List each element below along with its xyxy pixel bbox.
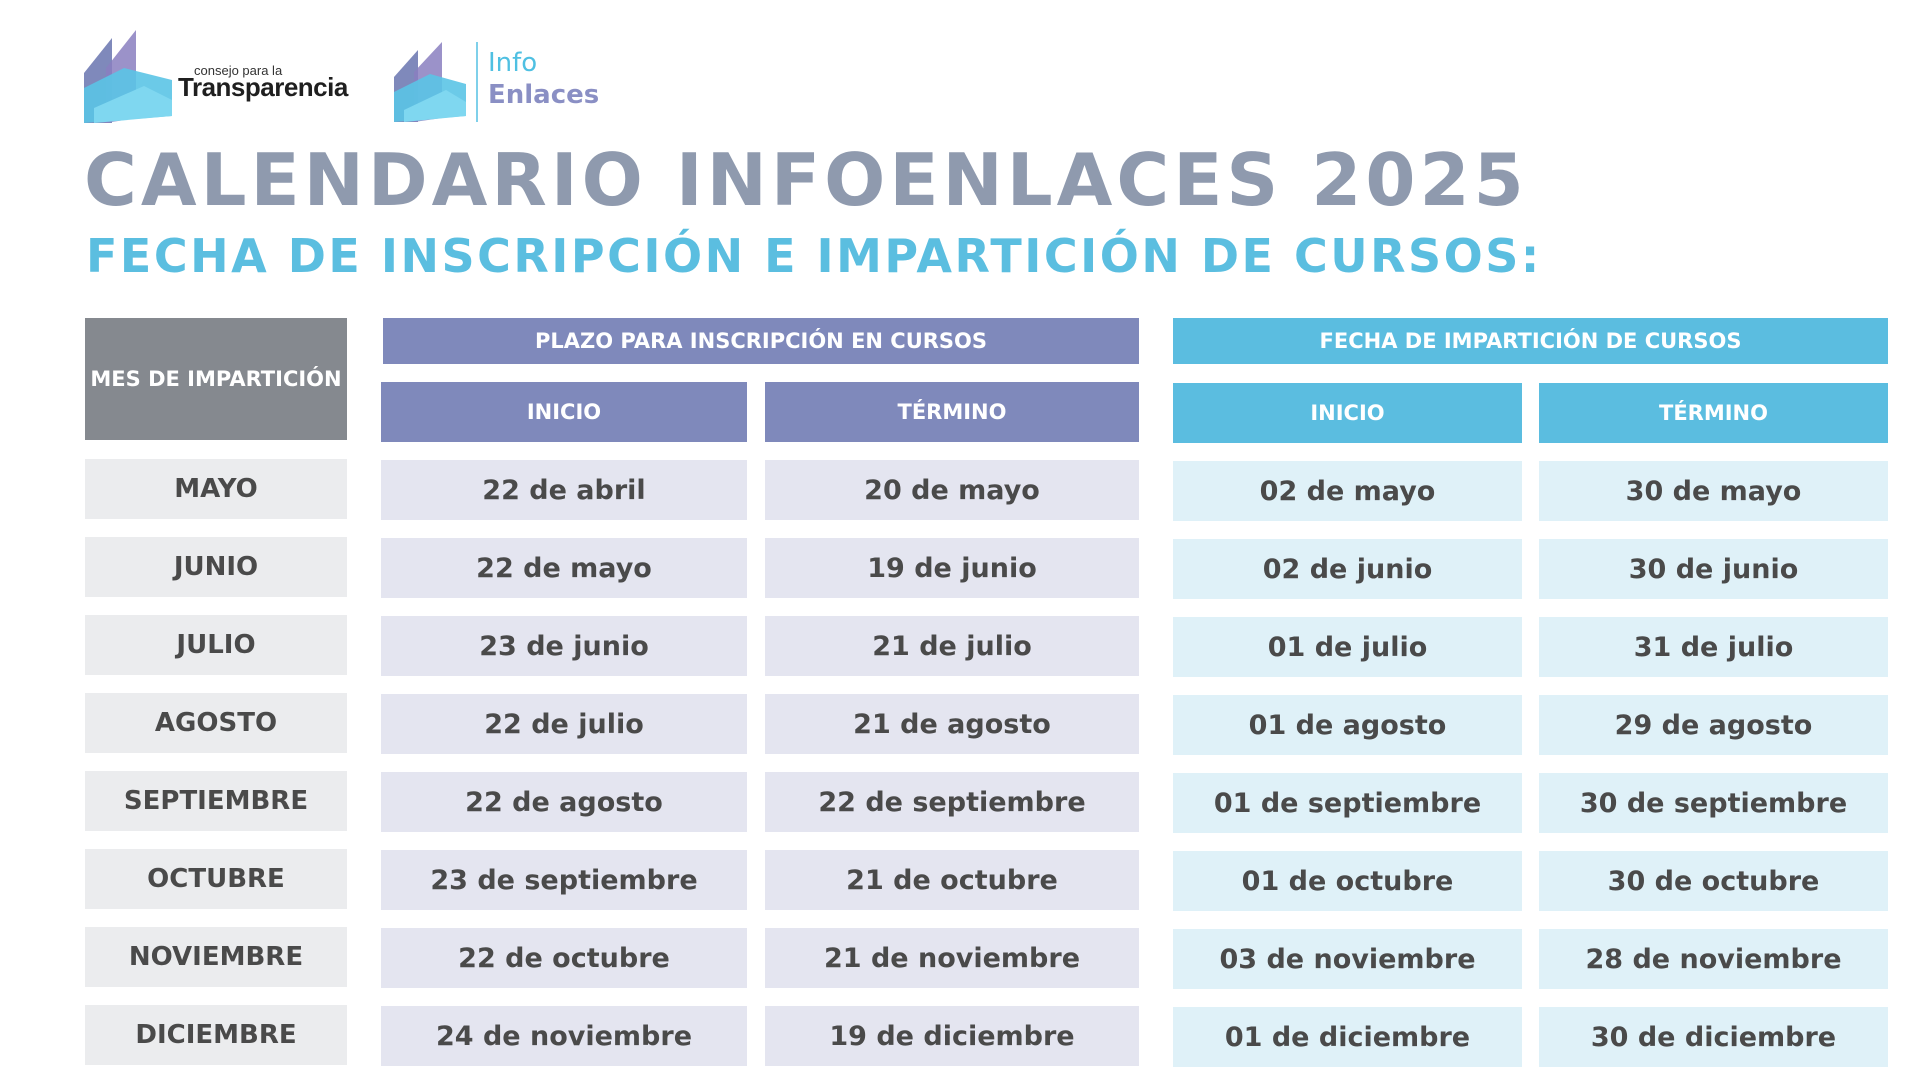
consejo-small-text: consejo para la [194, 63, 283, 78]
imparticion-termino-cell: 30 de diciembre [1539, 1007, 1888, 1067]
imparticion-termino-cell: 28 de noviembre [1539, 929, 1888, 989]
info-text: Info [488, 48, 538, 78]
inscription-inicio-cell: 24 de noviembre [381, 1006, 747, 1066]
inscription-inicio-cell: 22 de abril [381, 460, 747, 520]
infoenlaces-logo: Info Enlaces [394, 42, 614, 124]
inscription-inicio-cell: 22 de octubre [381, 928, 747, 988]
infoenlaces-logo-mark-icon [394, 42, 466, 122]
inscription-inicio-cell: 22 de agosto [381, 772, 747, 832]
imparticion-inicio-cell: 01 de julio [1173, 617, 1522, 677]
inscription-termino-cell: 21 de agosto [765, 694, 1139, 754]
imparticion-termino-cell: 31 de julio [1539, 617, 1888, 677]
imparticion-group-header: FECHA DE IMPARTICIÓN DE CURSOS [1173, 318, 1888, 364]
imparticion-inicio-cell: 01 de septiembre [1173, 773, 1522, 833]
month-cell: MAYO [85, 459, 347, 519]
month-cell: JULIO [85, 615, 347, 675]
imparticion-inicio-header: INICIO [1173, 383, 1522, 443]
inscription-termino-cell: 19 de diciembre [765, 1006, 1139, 1066]
inscription-inicio-cell: 23 de septiembre [381, 850, 747, 910]
page-title: CALENDARIO INFOENLACES 2025 [84, 138, 1528, 222]
month-cell: SEPTIEMBRE [85, 771, 347, 831]
consejo-big-text: Transparencia [178, 72, 348, 102]
month-cell: JUNIO [85, 537, 347, 597]
inscription-termino-cell: 22 de septiembre [765, 772, 1139, 832]
inscription-termino-cell: 21 de noviembre [765, 928, 1139, 988]
imparticion-inicio-cell: 01 de diciembre [1173, 1007, 1522, 1067]
month-cell: AGOSTO [85, 693, 347, 753]
imparticion-termino-cell: 30 de septiembre [1539, 773, 1888, 833]
imparticion-inicio-cell: 02 de mayo [1173, 461, 1522, 521]
inscription-inicio-cell: 23 de junio [381, 616, 747, 676]
imparticion-termino-header: TÉRMINO [1539, 383, 1888, 443]
inscription-inicio-header: INICIO [381, 382, 747, 442]
consejo-logo-mark-icon [84, 30, 172, 123]
month-cell: NOVIEMBRE [85, 927, 347, 987]
inscription-termino-cell: 21 de octubre [765, 850, 1139, 910]
imparticion-termino-cell: 30 de junio [1539, 539, 1888, 599]
inscription-termino-cell: 19 de junio [765, 538, 1139, 598]
imparticion-termino-cell: 29 de agosto [1539, 695, 1888, 755]
month-cell: DICIEMBRE [85, 1005, 347, 1065]
inscription-group-header: PLAZO PARA INSCRIPCIÓN EN CURSOS [383, 318, 1139, 364]
logo-divider [476, 42, 478, 122]
page-subtitle: FECHA DE INSCRIPCIÓN E IMPARTICIÓN DE CU… [86, 229, 1542, 283]
consejo-transparencia-logo: consejo para la Transparencia [84, 28, 359, 123]
month-header: MES DE IMPARTICIÓN [85, 318, 347, 440]
imparticion-inicio-cell: 01 de agosto [1173, 695, 1522, 755]
inscription-inicio-cell: 22 de mayo [381, 538, 747, 598]
inscription-termino-cell: 20 de mayo [765, 460, 1139, 520]
enlaces-text: Enlaces [488, 80, 600, 110]
month-cell: OCTUBRE [85, 849, 347, 909]
imparticion-termino-cell: 30 de octubre [1539, 851, 1888, 911]
inscription-termino-cell: 21 de julio [765, 616, 1139, 676]
imparticion-inicio-cell: 02 de junio [1173, 539, 1522, 599]
imparticion-inicio-cell: 03 de noviembre [1173, 929, 1522, 989]
imparticion-termino-cell: 30 de mayo [1539, 461, 1888, 521]
imparticion-inicio-cell: 01 de octubre [1173, 851, 1522, 911]
inscription-termino-header: TÉRMINO [765, 382, 1139, 442]
inscription-inicio-cell: 22 de julio [381, 694, 747, 754]
